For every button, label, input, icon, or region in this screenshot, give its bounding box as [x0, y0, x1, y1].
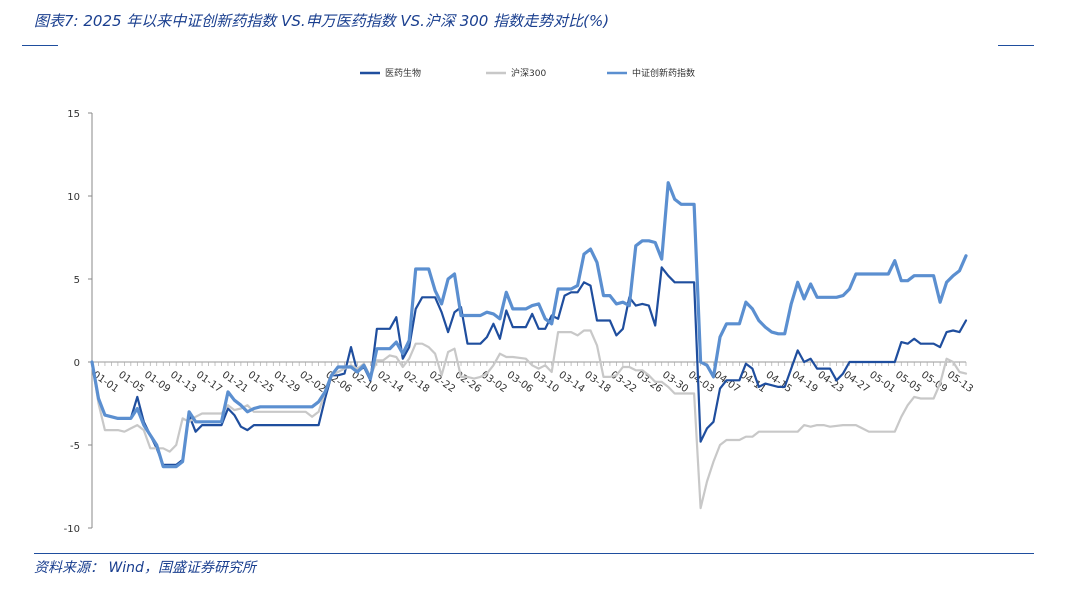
legend: 医药生物 沪深300 中证创新药指数	[360, 67, 695, 79]
x-tick-label: 01-09	[142, 369, 172, 395]
x-tick-label: 03-14	[556, 369, 586, 395]
x-tick-label: 03-18	[582, 369, 612, 395]
x-tick-label: 03-30	[660, 369, 690, 395]
x-tick-label: 01-05	[116, 369, 146, 395]
x-axis: 01-0101-0501-0901-1301-1701-2101-2501-29…	[90, 361, 975, 395]
x-tick-label: 05-13	[945, 369, 975, 395]
x-tick-label: 05-05	[893, 369, 923, 395]
x-tick-label: 04-19	[789, 369, 819, 395]
top-rule-right	[998, 45, 1034, 46]
x-tick-label: 02-02	[297, 369, 327, 395]
chart-title: 图表7: 2025 年以来中证创新药指数 VS.申万医药指数 VS.沪深 300…	[34, 12, 610, 30]
x-tick-label: 02-26	[453, 369, 483, 395]
y-axis: -10 -5 0 5 10 15	[64, 109, 93, 535]
series-line-2	[90, 329, 968, 510]
y-tick-label: 15	[67, 109, 80, 120]
series-layer	[90, 181, 968, 510]
x-tick-label: 03-06	[505, 369, 535, 395]
series-line-3	[90, 181, 968, 469]
x-tick-label: 04-07	[712, 369, 742, 395]
x-tick-label: 03-02	[479, 369, 509, 395]
bottom-rule	[34, 553, 1034, 554]
y-tick-label: -5	[70, 441, 80, 452]
x-tick-label: 01-13	[168, 369, 198, 395]
y-tick-label: -10	[64, 524, 80, 535]
legend-label: 中证创新药指数	[632, 67, 695, 79]
x-tick-label: 04-27	[841, 369, 871, 395]
x-tick-label: 05-01	[867, 369, 897, 395]
x-tick-label: 01-29	[272, 369, 302, 395]
source-note: 资料来源： Wind，国盛证券研究所	[34, 560, 256, 576]
legend-label: 医药生物	[385, 67, 421, 79]
x-tick-label: 01-21	[220, 369, 250, 395]
y-tick-label: 5	[74, 275, 80, 286]
x-tick-label: 02-10	[349, 369, 379, 395]
y-tick-label: 10	[67, 192, 80, 203]
legend-label: 沪深300	[511, 67, 546, 79]
y-tick-label: 0	[74, 358, 80, 369]
x-tick-label: 01-25	[246, 369, 276, 395]
x-tick-label: 05-09	[919, 369, 949, 395]
x-tick-label: 04-23	[815, 369, 845, 395]
x-tick-label: 02-18	[401, 369, 431, 395]
x-tick-label: 02-14	[375, 369, 405, 395]
top-rule-left	[22, 45, 58, 46]
x-tick-label: 03-22	[608, 369, 638, 395]
x-tick-label: 03-10	[531, 369, 561, 395]
x-tick-label: 01-17	[194, 369, 224, 395]
